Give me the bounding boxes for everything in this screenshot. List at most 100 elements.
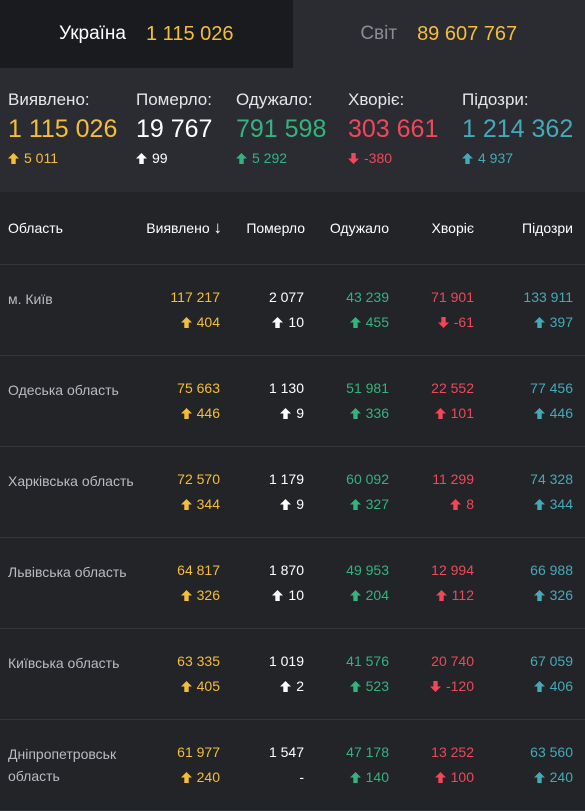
summary-sick-value: 303 661 — [348, 114, 462, 144]
recovered-delta-value: 140 — [366, 766, 389, 788]
table-header: Область Виявлено ↓ Померло Одужало Хворі… — [0, 192, 585, 265]
detected-delta: 404 — [170, 311, 220, 333]
header-suspected[interactable]: Підозри — [522, 220, 573, 236]
summary-died-label: Померло: — [136, 90, 236, 110]
recovered-delta: 455 — [346, 311, 389, 333]
died-delta: 9 — [269, 402, 304, 424]
died-value: 2 077 — [269, 286, 304, 308]
detected-delta-value: 344 — [197, 493, 220, 515]
summary-sick-delta: -380 — [348, 150, 462, 166]
sick-cell: 71 901-61 — [431, 265, 474, 333]
sick-delta: -120 — [430, 675, 474, 697]
header-detected[interactable]: Виявлено ↓ — [146, 218, 222, 238]
sick-value: 13 252 — [431, 741, 474, 763]
suspected-value: 74 328 — [530, 468, 573, 490]
arrow-up-icon — [534, 590, 545, 601]
summary-detected-delta: 5 011 — [8, 150, 136, 166]
sick-delta: 100 — [431, 766, 474, 788]
recovered-value: 49 953 — [346, 559, 389, 581]
region-name: Дніпропетровськ область — [8, 743, 138, 787]
detected-delta: 446 — [177, 402, 220, 424]
detected-value: 72 570 — [177, 468, 220, 490]
recovered-cell: 43 239 455 — [346, 265, 389, 333]
died-value: 1 547 — [269, 741, 304, 763]
recovered-delta: 336 — [346, 402, 389, 424]
tab-world-label: Світ — [360, 23, 397, 45]
arrow-up-icon — [181, 772, 192, 783]
sick-delta-value: 101 — [451, 402, 474, 424]
suspected-delta: 344 — [530, 493, 573, 515]
tab-world-value: 89 607 767 — [417, 23, 517, 46]
header-recovered[interactable]: Одужало — [330, 220, 389, 236]
summary-suspected-value: 1 214 362 — [462, 114, 582, 144]
suspected-value: 133 911 — [523, 286, 573, 308]
sick-delta-value: 8 — [466, 493, 474, 515]
died-value: 1 019 — [269, 650, 304, 672]
arrow-up-icon — [181, 408, 192, 419]
arrow-up-icon — [534, 499, 545, 510]
recovered-value: 47 178 — [346, 741, 389, 763]
detected-value: 61 977 — [177, 741, 220, 763]
arrow-down-icon — [348, 153, 359, 164]
detected-delta-value: 405 — [197, 675, 220, 697]
header-sick[interactable]: Хворіє — [432, 220, 474, 236]
suspected-value: 67 059 — [530, 650, 573, 672]
summary-suspected-delta-value: 4 937 — [478, 150, 513, 166]
sick-value: 12 994 — [431, 559, 474, 581]
country-tabs: Україна 1 115 026 Світ 89 607 767 — [0, 0, 585, 68]
detected-value: 75 663 — [177, 377, 220, 399]
recovered-cell: 47 178 140 — [346, 720, 389, 788]
detected-value: 64 817 — [177, 559, 220, 581]
summary-suspected: Підозри: 1 214 362 4 937 — [462, 68, 582, 192]
header-region[interactable]: Область — [8, 220, 63, 236]
arrow-up-icon — [350, 681, 361, 692]
died-delta-value: 9 — [296, 402, 304, 424]
arrow-up-icon — [181, 317, 192, 328]
sick-value: 11 299 — [432, 468, 474, 490]
summary-detected-value: 1 115 026 — [8, 114, 136, 144]
header-died[interactable]: Померло — [246, 220, 305, 236]
arrow-up-icon — [272, 317, 283, 328]
tab-world[interactable]: Світ 89 607 767 — [293, 0, 585, 68]
arrow-up-icon — [181, 499, 192, 510]
recovered-delta-value: 336 — [366, 402, 389, 424]
summary-detected-delta-value: 5 011 — [24, 150, 58, 166]
suspected-delta-value: 344 — [550, 493, 573, 515]
suspected-value: 63 560 — [530, 741, 573, 763]
recovered-value: 51 981 — [346, 377, 389, 399]
died-delta-value: 2 — [296, 675, 304, 697]
sick-value: 20 740 — [430, 650, 474, 672]
arrow-down-icon — [438, 317, 449, 328]
suspected-delta: 446 — [530, 402, 573, 424]
recovered-value: 41 576 — [346, 650, 389, 672]
died-delta: 2 — [269, 675, 304, 697]
recovered-cell: 41 576 523 — [346, 629, 389, 697]
region-name: м. Київ — [8, 288, 138, 310]
suspected-delta: 326 — [530, 584, 573, 606]
table-row[interactable]: Дніпропетровськ область 61 977 240 1 547 - 47… — [0, 720, 585, 811]
died-cell: 1 547 - — [269, 720, 304, 788]
arrow-up-icon — [181, 590, 192, 601]
died-delta-value: - — [299, 766, 304, 788]
arrow-down-icon — [430, 681, 441, 692]
region-name: Одеська область — [8, 379, 138, 401]
tab-ukraine[interactable]: Україна 1 115 026 — [0, 0, 293, 68]
sick-delta: 8 — [432, 493, 474, 515]
summary-died-delta: 99 — [136, 150, 236, 166]
arrow-up-icon — [534, 317, 545, 328]
arrow-up-icon — [350, 772, 361, 783]
arrow-up-icon — [350, 317, 361, 328]
suspected-delta: 397 — [523, 311, 573, 333]
detected-delta-value: 446 — [197, 402, 220, 424]
suspected-delta: 240 — [530, 766, 573, 788]
suspected-delta-value: 326 — [550, 584, 573, 606]
recovered-value: 43 239 — [346, 286, 389, 308]
sick-delta: 101 — [431, 402, 474, 424]
recovered-delta-value: 523 — [366, 675, 389, 697]
